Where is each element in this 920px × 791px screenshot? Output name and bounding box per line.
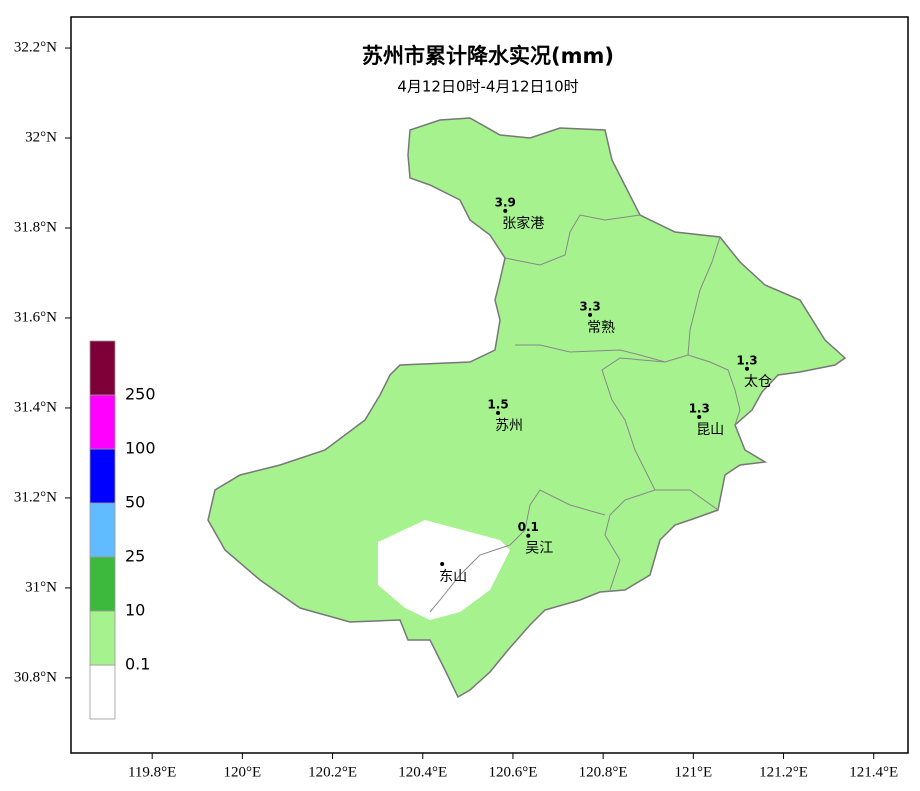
legend-label: 0.1: [125, 655, 150, 674]
x-tick-label: 120.8°E: [579, 764, 628, 780]
station-name: 太仓: [744, 374, 772, 390]
title: 苏州市累计降水实况(mm): [362, 44, 614, 68]
legend-label: 250: [125, 385, 156, 404]
station-dot: [496, 410, 501, 415]
station-dot: [440, 562, 445, 567]
y-tick-label: 31.2°N: [14, 489, 57, 505]
x-tick-label: 121.2°E: [759, 764, 808, 780]
y-tick-label: 32°N: [25, 129, 57, 145]
station-dot: [503, 208, 508, 213]
y-tick-label: 32.2°N: [14, 39, 57, 55]
station-value: 1.3: [736, 353, 757, 367]
region-dry: [378, 520, 510, 620]
legend-label: 25: [125, 547, 145, 566]
y-tick-label: 31.6°N: [14, 309, 57, 325]
station-name: 昆山: [696, 422, 724, 438]
x-tick-label: 120.2°E: [308, 764, 357, 780]
y-tick-label: 31°N: [25, 579, 57, 595]
legend-box: [89, 556, 116, 612]
station-dot: [745, 366, 750, 371]
station-dot: [697, 414, 702, 419]
station-name: 苏州: [495, 418, 523, 434]
station-value: 1.3: [689, 401, 710, 415]
legend-box: [89, 610, 116, 666]
x-tick-label: 120.6°E: [488, 764, 537, 780]
station-name: 常熟: [587, 320, 615, 336]
station-dot: [588, 312, 593, 317]
y-tick-label: 31.8°N: [14, 219, 57, 235]
station-value: 0.1: [518, 520, 539, 534]
x-tick-label: 120°E: [224, 764, 262, 780]
legend-label: 50: [125, 493, 145, 512]
legend-box: [89, 394, 116, 450]
y-tick-label: 31.4°N: [14, 399, 57, 415]
station-value: 3.3: [579, 299, 600, 313]
subtitle: 4月12日0时-4月12日10时: [397, 78, 578, 96]
legend-box: [89, 502, 116, 558]
region-rain: [207, 117, 847, 699]
legend-box: [89, 664, 116, 720]
station-name: 张家港: [502, 215, 544, 232]
x-tick-label: 121°E: [675, 764, 713, 780]
x-tick-label: 121.4°E: [849, 764, 898, 780]
station-name: 吴江: [525, 541, 553, 557]
legend-label: 10: [125, 601, 145, 620]
station-dot: [526, 533, 531, 538]
legend-box: [89, 340, 116, 396]
x-tick-label: 120.4°E: [398, 764, 447, 780]
legend-box: [89, 448, 116, 504]
county-borders: [429, 214, 741, 613]
x-tick-label: 119.8°E: [128, 764, 176, 780]
legend-label: 100: [125, 439, 156, 458]
y-tick-label: 30.8°N: [14, 669, 57, 685]
station-name: 东山: [439, 569, 467, 585]
station-value: 1.5: [487, 397, 508, 411]
station-value: 3.9: [495, 195, 516, 209]
